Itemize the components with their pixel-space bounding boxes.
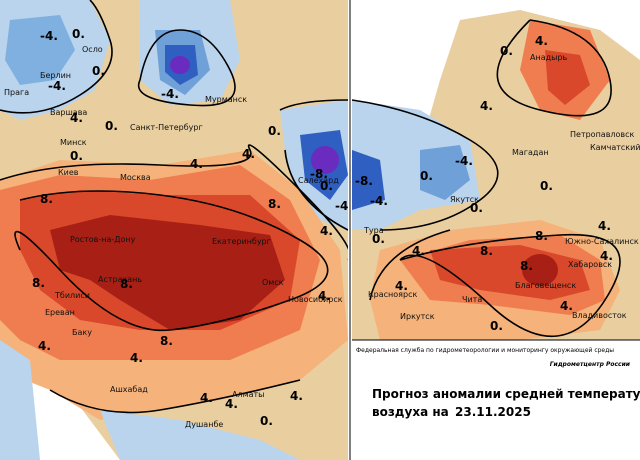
contour-label: -4. bbox=[370, 194, 388, 208]
contour-label: 4. bbox=[395, 279, 408, 293]
city-label: Петропавловск bbox=[570, 130, 635, 139]
contour-label: 4. bbox=[560, 299, 573, 313]
contour-label: 4. bbox=[480, 99, 493, 113]
contour-label: 0. bbox=[420, 169, 433, 183]
contour-label: 4. bbox=[598, 219, 611, 233]
city-label: Якутск bbox=[450, 195, 479, 204]
city-label: Варшава bbox=[50, 108, 87, 117]
contour-label: 4. bbox=[130, 351, 143, 365]
city-label: Ростов-на-Дону bbox=[70, 235, 136, 244]
contour-label: 8. bbox=[40, 192, 53, 206]
city-label: Тбилиси bbox=[54, 291, 90, 300]
title: воздуха на bbox=[372, 405, 449, 419]
contour-label: 0. bbox=[72, 27, 85, 41]
contour-label: 0. bbox=[92, 64, 105, 78]
city-label: Екатеринбург bbox=[212, 237, 271, 246]
caption: Федеральная служба по гидрометеорологии … bbox=[352, 339, 640, 460]
contour-label: 4. bbox=[290, 389, 303, 403]
contour-label: 4. bbox=[242, 147, 255, 161]
contour-label: -4. bbox=[161, 87, 179, 101]
city-label: Камчатский bbox=[590, 143, 640, 152]
city-label: Южно-Сахалинск bbox=[565, 237, 639, 246]
contour-label: 4. bbox=[200, 391, 213, 405]
city-label: Осло bbox=[82, 45, 103, 54]
contour-label: 4. bbox=[225, 397, 238, 411]
contour-label: 4. bbox=[535, 34, 548, 48]
contour-label: 4. bbox=[320, 224, 333, 238]
city-label: Красноярск bbox=[368, 290, 417, 299]
center: Гидрометцентр России bbox=[550, 361, 631, 368]
city-label: Салехард bbox=[298, 176, 339, 185]
city-label: Ашхабад bbox=[110, 385, 148, 394]
city-label: Ереван bbox=[45, 308, 75, 317]
contour-label: 8. bbox=[535, 229, 548, 243]
contour-label: -4. bbox=[335, 199, 353, 213]
contour-label: -4. bbox=[455, 154, 473, 168]
city-label: Магадан bbox=[512, 148, 549, 157]
city-label: Алматы bbox=[232, 390, 265, 399]
contour-label: 0. bbox=[470, 201, 483, 215]
contour-label: 4. bbox=[412, 244, 425, 258]
city-label: Анадырь bbox=[530, 53, 568, 62]
title: Прогноз аномалии средней температуры bbox=[372, 387, 640, 401]
contour-label: 0. bbox=[70, 149, 83, 163]
contour-label: -8. bbox=[355, 174, 373, 188]
contour-label: 0. bbox=[372, 232, 385, 246]
contour-label: 0. bbox=[268, 124, 281, 138]
contour-label: 0. bbox=[320, 179, 333, 193]
contour-label: 4. bbox=[318, 289, 331, 303]
city-label: Хабаровск bbox=[568, 260, 612, 269]
contour-label: -8. bbox=[310, 167, 328, 181]
city-label: Киев bbox=[58, 168, 79, 177]
city-label: Иркутск bbox=[400, 312, 435, 321]
city-label: Баку bbox=[72, 328, 92, 337]
right-map: Анадырь Петропавловск Камчатский Магадан… bbox=[352, 0, 640, 340]
agency: Федеральная служба по гидрометеорологии … bbox=[356, 347, 614, 354]
city-label: Москва bbox=[120, 173, 151, 182]
contour-label: 4. bbox=[70, 111, 83, 125]
left-map: Осло Берлин Прага Варшава Минск Мурманск… bbox=[0, 0, 353, 460]
city-label: Астрахань bbox=[98, 275, 142, 284]
city-label: Новосибирск bbox=[288, 295, 343, 304]
contour-label: 8. bbox=[160, 334, 173, 348]
contour-label: 8. bbox=[268, 197, 281, 211]
city-label: Благовещенск bbox=[515, 281, 576, 290]
date: 23.11.2025 bbox=[455, 405, 531, 419]
contour-label: -4. bbox=[40, 29, 58, 43]
contour-label: 8. bbox=[32, 276, 45, 290]
city-label: Берлин bbox=[40, 71, 71, 80]
city-label: Чита bbox=[462, 295, 482, 304]
contour-label: 0. bbox=[500, 44, 513, 58]
contour-label: 0. bbox=[105, 119, 118, 133]
contour-label: 4. bbox=[190, 157, 203, 171]
contour-label: 0. bbox=[540, 179, 553, 193]
contour-label: 8. bbox=[120, 277, 133, 291]
contour-label: 8. bbox=[520, 259, 533, 273]
contour-label: 0. bbox=[490, 319, 503, 333]
city-label: Мурманск bbox=[205, 95, 247, 104]
contour-label: 8. bbox=[480, 244, 493, 258]
city-label: Минск bbox=[60, 138, 87, 147]
city-label: Душанбе bbox=[185, 420, 223, 429]
city-label: Санкт-Петербург bbox=[130, 123, 203, 132]
contour-label: 4. bbox=[38, 339, 51, 353]
city-label: Омск bbox=[262, 278, 284, 287]
city-label: Владивосток bbox=[572, 311, 627, 320]
contour-label: 0. bbox=[260, 414, 273, 428]
contour-label: -4. bbox=[48, 79, 66, 93]
contour-label: 4. bbox=[600, 249, 613, 263]
city-label: Тура bbox=[363, 226, 384, 235]
city-label: Прага bbox=[4, 88, 29, 97]
